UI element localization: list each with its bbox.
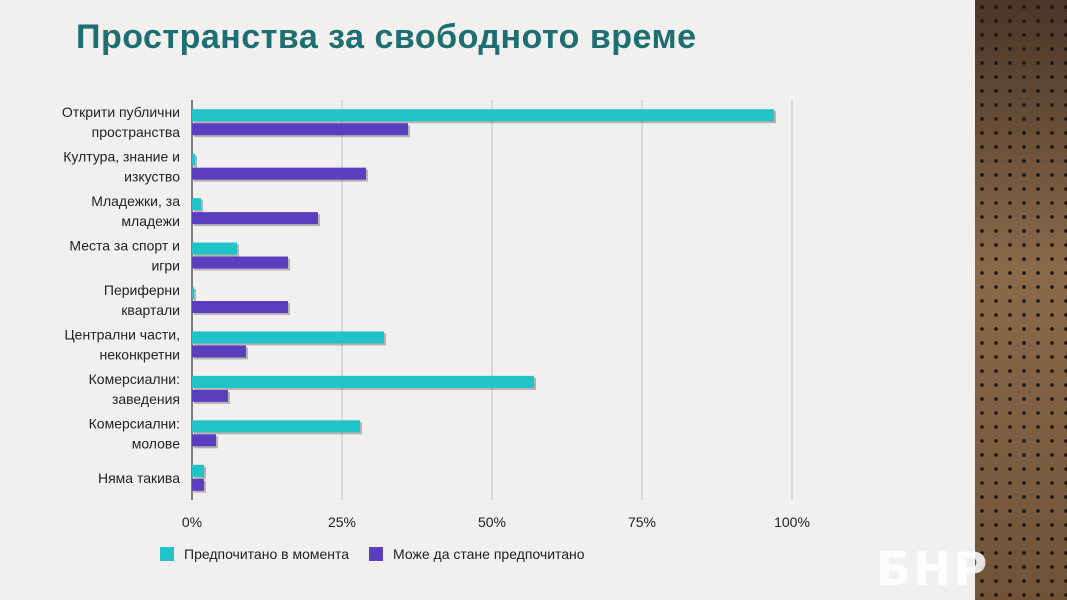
bar-current [192, 153, 195, 166]
category-label: заведения [112, 391, 180, 407]
x-tick-label: 100% [774, 514, 810, 530]
bar-current [192, 242, 237, 255]
bar-current [192, 287, 194, 299]
category-label: изкуство [124, 169, 180, 185]
bar-shadow [194, 155, 197, 168]
legend-label-current: Предпочитано в момента [184, 546, 350, 562]
legend-swatch-potential [369, 547, 384, 561]
bar-chart: 0% 25% 50% 75% 100% Открити публични пространс… [62, 100, 810, 530]
category-label: Открити публични [62, 104, 180, 120]
x-tick-label: 75% [628, 514, 656, 530]
category-label: Периферни [104, 282, 180, 298]
bar-potential [192, 478, 204, 491]
bnr-logo: БНР [876, 542, 990, 596]
bar-potential [192, 389, 228, 402]
category-label: неконкретни [99, 346, 180, 362]
category-label: младежи [121, 213, 180, 229]
acoustic-panel [975, 0, 1067, 600]
bar-current [192, 375, 534, 388]
x-tick-label: 25% [328, 514, 356, 530]
bar-potential [192, 345, 246, 358]
bar-shadow [194, 289, 196, 301]
bar-current [192, 420, 360, 433]
bar-potential [192, 256, 288, 269]
category-label: Култура, знание и [63, 149, 180, 165]
bar-current [192, 198, 201, 211]
category-label: пространства [92, 124, 181, 140]
category-label: Няма такива [98, 470, 180, 486]
page-title: Пространства за свободното време [76, 18, 697, 56]
bar-potential [192, 123, 408, 136]
category-label: Младежки, за [91, 193, 180, 209]
category-label: Места за спорт и [69, 238, 180, 254]
chart-legend: Предпочитано в момента Може да стане пре… [160, 546, 585, 562]
legend-label-potential: Може да стане предпочитано [393, 546, 585, 562]
x-tick-label: 0% [182, 514, 202, 530]
legend-item-potential: Може да стане предпочитано [369, 546, 585, 562]
legend-item-current: Предпочитано в момента [160, 546, 349, 562]
legend-swatch-current [160, 547, 174, 561]
x-tick-label: 50% [478, 514, 506, 530]
bar-current [192, 464, 204, 477]
category-label: Комерсиални: [89, 371, 180, 387]
bar-potential [192, 212, 318, 225]
category-label: Централни части, [64, 326, 180, 342]
category-label: Комерсиални: [89, 415, 180, 431]
category-label: квартали [121, 302, 180, 318]
bar-current [192, 331, 384, 344]
bar-current [192, 109, 774, 122]
slide-background [0, 0, 975, 600]
category-label: игри [151, 258, 180, 274]
category-label: молове [132, 435, 180, 451]
bar-potential [192, 301, 288, 313]
bar-potential [192, 167, 366, 180]
bar-potential [192, 434, 216, 447]
